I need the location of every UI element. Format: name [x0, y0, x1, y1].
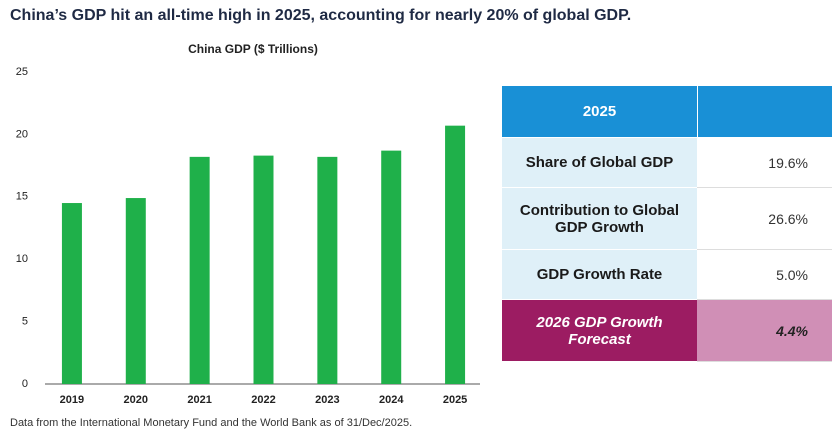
footnote: Data from the International Monetary Fun…: [10, 417, 412, 429]
chart-title: China GDP ($ Trillions): [188, 42, 318, 56]
table-value: 19.6%: [697, 138, 832, 188]
bar: [189, 156, 210, 384]
bar: [253, 155, 274, 384]
table-header-blank: [697, 86, 832, 138]
page-title: China’s GDP hit an all-time high in 2025…: [10, 7, 631, 24]
x-tick-label: 2021: [187, 394, 211, 406]
table-label: 2026 GDP Growth Forecast: [502, 300, 697, 362]
y-tick-label: 20: [16, 128, 28, 140]
x-tick-label: 2023: [315, 394, 339, 406]
table-value: 26.6%: [697, 188, 832, 250]
bar: [445, 125, 466, 384]
x-tick-label: 2019: [60, 394, 84, 406]
bar: [61, 203, 82, 384]
x-tick-label: 2024: [379, 394, 404, 406]
y-tick-label: 0: [22, 378, 28, 390]
table-value: 5.0%: [697, 250, 832, 300]
x-tick-label: 2025: [443, 394, 467, 406]
x-tick-label: 2020: [124, 394, 148, 406]
table-header: 2025: [502, 86, 697, 138]
table-label: GDP Growth Rate: [502, 250, 697, 300]
bar: [125, 198, 146, 384]
y-tick-label: 15: [16, 191, 28, 203]
x-tick-label: 2022: [251, 394, 275, 406]
bar: [317, 156, 338, 384]
y-tick-label: 25: [16, 66, 28, 78]
y-tick-label: 5: [22, 316, 28, 328]
table-label: Share of Global GDP: [502, 138, 697, 188]
table-value: 4.4%: [697, 300, 832, 362]
table-label: Contribution to Global GDP Growth: [502, 188, 697, 250]
bar: [381, 150, 402, 384]
y-tick-label: 10: [16, 253, 28, 265]
